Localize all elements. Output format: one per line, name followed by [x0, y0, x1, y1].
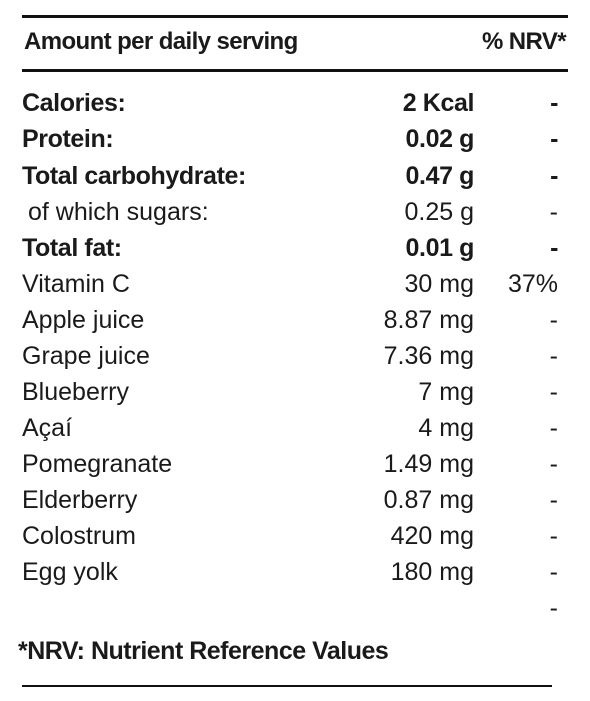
- nutrient-nrv: -: [550, 162, 558, 190]
- nutrient-name: of which sugars:: [28, 198, 209, 226]
- nutrient-nrv: -: [549, 306, 558, 334]
- nutrient-amount: 0.47 g: [405, 162, 475, 190]
- header-rule: [22, 69, 568, 72]
- nutrient-name: Apple juice: [22, 306, 145, 334]
- nrv-heading: % NRV*: [482, 28, 567, 55]
- nutrient-amount: 2 Kcal: [402, 89, 475, 117]
- nutrient-name: Blueberry: [22, 378, 129, 406]
- nutrient-row-egg-yolk: Egg yolk 180 mg -: [22, 558, 568, 592]
- nutrient-name: Total carbohydrate:: [22, 162, 246, 190]
- nutrient-row-blueberry: Blueberry 7 mg -: [22, 378, 568, 412]
- nutrient-nrv: -: [549, 486, 558, 514]
- nutrient-row-empty: -: [22, 594, 568, 628]
- nutrient-nrv: -: [549, 558, 558, 586]
- nutrient-nrv: -: [550, 125, 558, 153]
- nutrient-row-protein: Protein: 0.02 g -: [22, 125, 568, 159]
- nutrient-amount: 4 mg: [418, 414, 474, 442]
- nutrient-row-total-fat: Total fat: 0.01 g -: [22, 234, 568, 268]
- nutrient-row-pomegranate: Pomegranate 1.49 mg -: [22, 450, 568, 484]
- nutrient-amount: 0.02 g: [405, 125, 475, 153]
- nrv-footnote: *NRV: Nutrient Reference Values: [18, 637, 389, 665]
- nutrient-name: Calories:: [22, 89, 126, 117]
- nutrient-amount: 1.49 mg: [383, 450, 474, 478]
- nutrient-amount: 7 mg: [418, 378, 474, 406]
- nutrient-row-total-carbohydrate: Total carbohydrate: 0.47 g -: [22, 162, 568, 196]
- nutrient-amount: 180 mg: [390, 558, 474, 586]
- nutrient-row-colostrum: Colostrum 420 mg -: [22, 522, 568, 556]
- nutrient-name: Pomegranate: [22, 450, 173, 478]
- nutrient-name: Elderberry: [22, 486, 138, 514]
- nutrient-nrv: -: [550, 234, 558, 262]
- nutrient-nrv: 37%: [507, 270, 558, 298]
- nutrient-nrv: -: [550, 89, 558, 117]
- nutrient-amount: 8.87 mg: [383, 306, 474, 334]
- nutrient-amount: 30 mg: [404, 270, 474, 298]
- nutrient-row-vitamin-c: Vitamin C 30 mg 37%: [22, 270, 568, 304]
- nutrient-name: Açaí: [22, 414, 73, 442]
- nutrient-amount: 7.36 mg: [383, 342, 474, 370]
- nutrient-name: Protein:: [22, 125, 114, 153]
- nutrient-amount: 0.87 mg: [383, 486, 474, 514]
- nutrient-nrv: -: [549, 522, 558, 550]
- nutrient-row-apple-juice: Apple juice 8.87 mg -: [22, 306, 568, 340]
- nutrient-row-acai: Açaí 4 mg -: [22, 414, 568, 448]
- nutrient-row-sugars: of which sugars: 0.25 g -: [22, 198, 568, 232]
- nutrient-name: Grape juice: [22, 342, 150, 370]
- nutrient-name: Egg yolk: [22, 558, 118, 586]
- nutrient-name: Vitamin C: [22, 270, 130, 298]
- table-header: Amount per daily serving % NRV*: [22, 28, 568, 62]
- amount-per-serving-heading: Amount per daily serving: [24, 28, 298, 55]
- nutrient-nrv: -: [549, 198, 558, 226]
- nutrient-nrv: -: [549, 450, 558, 478]
- nutrient-amount: 420 mg: [390, 522, 474, 550]
- nutrient-row-elderberry: Elderberry 0.87 mg -: [22, 486, 568, 520]
- nutrient-amount: 0.01 g: [405, 234, 475, 262]
- nutrient-nrv: -: [549, 594, 558, 622]
- nutrient-amount: 0.25 g: [404, 198, 474, 226]
- nutrient-name: Total fat:: [22, 234, 122, 262]
- bottom-rule: [22, 685, 552, 687]
- nutrient-nrv: -: [549, 378, 558, 406]
- nutrient-nrv: -: [549, 414, 558, 442]
- top-rule: [22, 15, 568, 18]
- nutrient-nrv: -: [549, 342, 558, 370]
- nutrient-row-calories: Calories: 2 Kcal -: [22, 89, 568, 123]
- nutrient-name: Colostrum: [22, 522, 136, 550]
- nutrient-row-grape-juice: Grape juice 7.36 mg -: [22, 342, 568, 376]
